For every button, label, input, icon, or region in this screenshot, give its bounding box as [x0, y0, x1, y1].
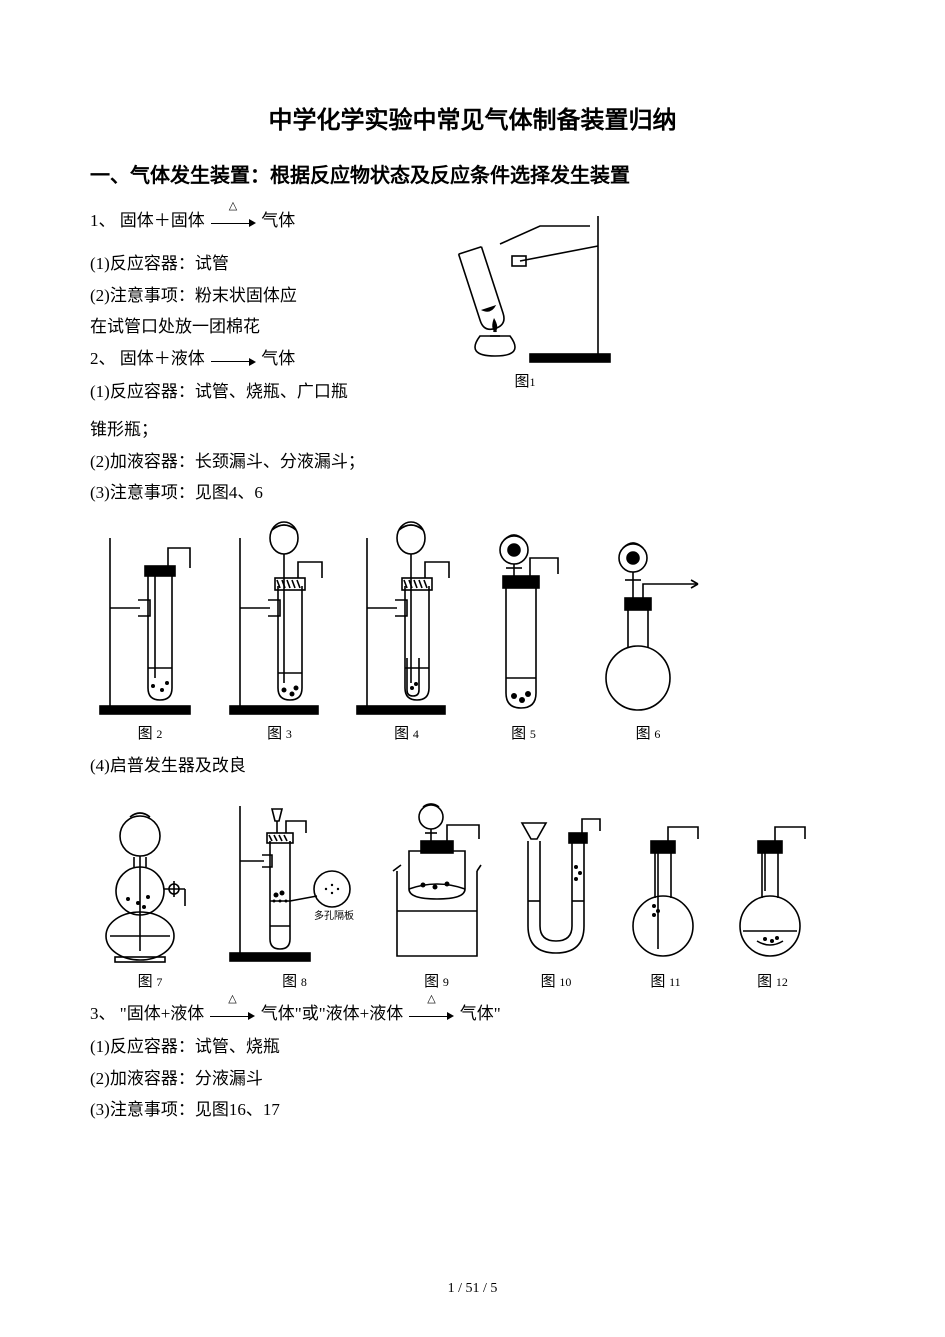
item1-sub1: (1)反应容器：试管 [90, 249, 410, 279]
page-title: 中学化学实验中常见气体制备装置归纳 [90, 100, 855, 135]
item2-sub1: (1)反应容器：试管、烧瓶、广口瓶 [90, 377, 410, 407]
item2-line: 2、 固体＋液体 气体 [90, 344, 410, 375]
figure-8: 多孔隔板 图 8 [222, 791, 367, 991]
figure-2: 图 2 [90, 518, 210, 743]
figure-7: 图 7 [90, 791, 210, 991]
item3-right: 气体" [460, 1004, 501, 1023]
arrow-icon [209, 345, 257, 375]
item3-sub2: (2)加液容器：分液漏斗 [90, 1064, 855, 1094]
figure-10: 图 10 [506, 791, 606, 991]
item1-sub2a: (2)注意事项：粉末状固体应 [90, 281, 410, 311]
item3-sub3: (3)注意事项：见图16、17 [90, 1095, 855, 1125]
item3-mid: 气体"或"液体+液体 [261, 1004, 403, 1023]
section-1-heading: 一、气体发生装置：根据反应物状态及反应条件选择发生装置 [90, 159, 855, 188]
page-footer: 1 / 51 / 5 [0, 1281, 945, 1297]
annotation-8: 多孔隔板 [314, 909, 354, 922]
item3-left1: "固体+液体 [120, 1004, 205, 1023]
item2-sub2: (2)加液容器：长颈漏斗、分液漏斗； [90, 447, 855, 477]
item3-prefix: 3、 [90, 1004, 116, 1023]
item1-right: 气体 [261, 211, 295, 230]
item2-prefix: 2、 [90, 349, 116, 368]
item2-sub4: (4)启普发生器及改良 [90, 751, 855, 781]
item2-sub3: (3)注意事项：见图4、6 [90, 478, 855, 508]
arrow-heat-icon: △ [209, 1000, 257, 1030]
item1-left: 固体＋固体 [120, 211, 205, 230]
figure-3: 图 3 [222, 518, 337, 743]
figure-row-2-6: 图 2 [90, 518, 855, 743]
figure-12: 图 12 [725, 791, 820, 991]
item2-left: 固体＋液体 [120, 349, 205, 368]
item3-line: 3、 "固体+液体 △ 气体"或"液体+液体 △ 气体" [90, 999, 855, 1030]
item1-line: 1、 固体＋固体 △ 气体 [90, 206, 410, 237]
figure-row-7-12: 图 7 [90, 791, 855, 991]
arrow-heat-icon: △ [408, 1000, 456, 1030]
figure-5: 图 5 [476, 518, 571, 743]
item1-sub2b: 在试管口处放一团棉花 [90, 312, 410, 342]
figure-11: 图 11 [618, 791, 713, 991]
figure-4: 图 4 [349, 518, 464, 743]
figure-6: 图 6 [583, 518, 713, 743]
figure-1: 图1 [430, 206, 620, 391]
figure-9: 图 9 [379, 791, 494, 991]
item1-block: 1、 固体＋固体 △ 气体 (1)反应容器：试管 (2)注意事项：粉末状固体应 … [90, 206, 855, 409]
item2-sub1b: 锥形瓶； [90, 415, 855, 445]
item3-sub1: (1)反应容器：试管、烧瓶 [90, 1032, 855, 1062]
item2-right: 气体 [261, 349, 295, 368]
item1-prefix: 1、 [90, 211, 116, 230]
arrow-heat-icon: △ [209, 207, 257, 237]
